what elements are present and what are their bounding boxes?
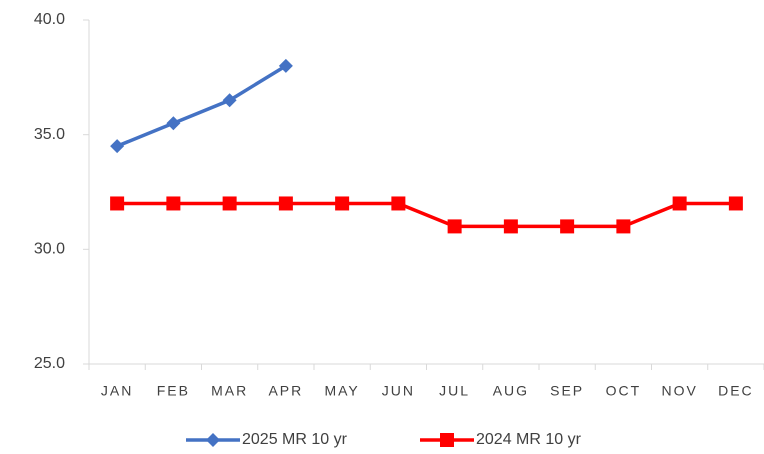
y-tick-label: 30.0 [34,241,65,258]
marker [222,93,237,108]
series-line [117,201,736,229]
marker [166,116,181,131]
x-tick-label: JUN [382,383,415,399]
x-tick-label: OCT [606,383,642,399]
x-tick-label: JUL [439,383,470,399]
x-tick-label: NOV [661,383,697,399]
legend-marker [206,433,220,447]
marker [278,196,293,211]
y-tick-label: 40.0 [34,11,65,28]
marker [391,196,406,211]
marker [335,196,350,211]
marker [278,58,293,73]
series-line [116,64,287,148]
marker [110,139,125,154]
marker [110,196,125,211]
x-tick-label: MAY [324,383,359,399]
y-tick-label: 25.0 [34,355,65,372]
y-tick-label: 35.0 [34,126,65,143]
marker [166,196,181,211]
x-tick-label: APR [268,383,303,399]
x-tick-label: JAN [101,383,133,399]
marker [503,219,518,234]
legend-marker [440,433,454,447]
legend-label: 2025 MR 10 yr [242,431,348,448]
marker [222,196,237,211]
marker [728,196,743,211]
x-tick-label: AUG [493,383,529,399]
marker [447,219,462,234]
x-tick-label: SEP [550,383,584,399]
x-tick-label: DEC [718,383,754,399]
x-tick-label: MAR [211,383,248,399]
marker [616,219,631,234]
x-tick-label: FEB [157,383,190,399]
marker [672,196,687,211]
marker [560,219,575,234]
legend-label: 2024 MR 10 yr [476,431,582,448]
